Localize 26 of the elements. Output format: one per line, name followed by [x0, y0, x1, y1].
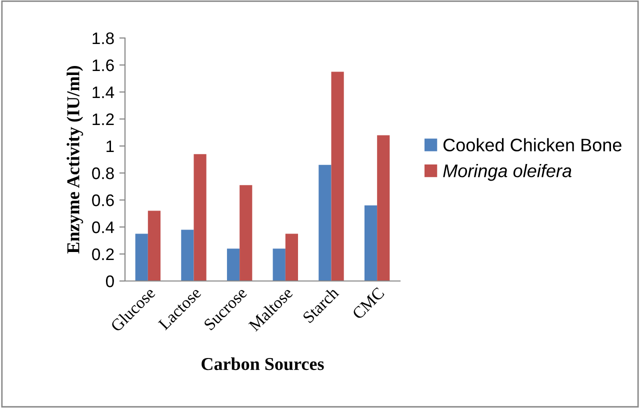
y-tick-label: 1.2	[92, 113, 114, 126]
y-tick-label: 0.4	[92, 221, 114, 234]
y-tick-label: 1.4	[92, 86, 114, 98]
bar	[226, 248, 240, 281]
y-tick-label: 0	[106, 275, 114, 288]
y-tick-label: 0.8	[92, 167, 114, 180]
bar	[377, 135, 390, 281]
legend-label: Cooked Chicken Bone	[443, 138, 622, 152]
y-tick-label: 1.6	[92, 59, 114, 72]
bar	[181, 230, 194, 281]
bar	[364, 205, 378, 281]
y-tick-label: 0.6	[92, 194, 114, 206]
bar	[135, 234, 148, 281]
y-tick-label: 1	[106, 140, 114, 152]
bar	[240, 185, 252, 281]
bar	[272, 248, 286, 281]
bar	[331, 72, 344, 281]
bar	[148, 210, 161, 281]
x-axis-title: Carbon Sources	[202, 357, 324, 370]
bar	[194, 154, 206, 281]
y-tick-label: 0.2	[92, 248, 114, 260]
y-tick-label: 1.8	[92, 32, 114, 44]
legend-label: Moringa oleifera	[443, 164, 572, 181]
y-axis-title: Enzyme Activity (IU/ml)	[66, 66, 84, 254]
bar	[285, 234, 298, 281]
bar	[318, 164, 332, 281]
